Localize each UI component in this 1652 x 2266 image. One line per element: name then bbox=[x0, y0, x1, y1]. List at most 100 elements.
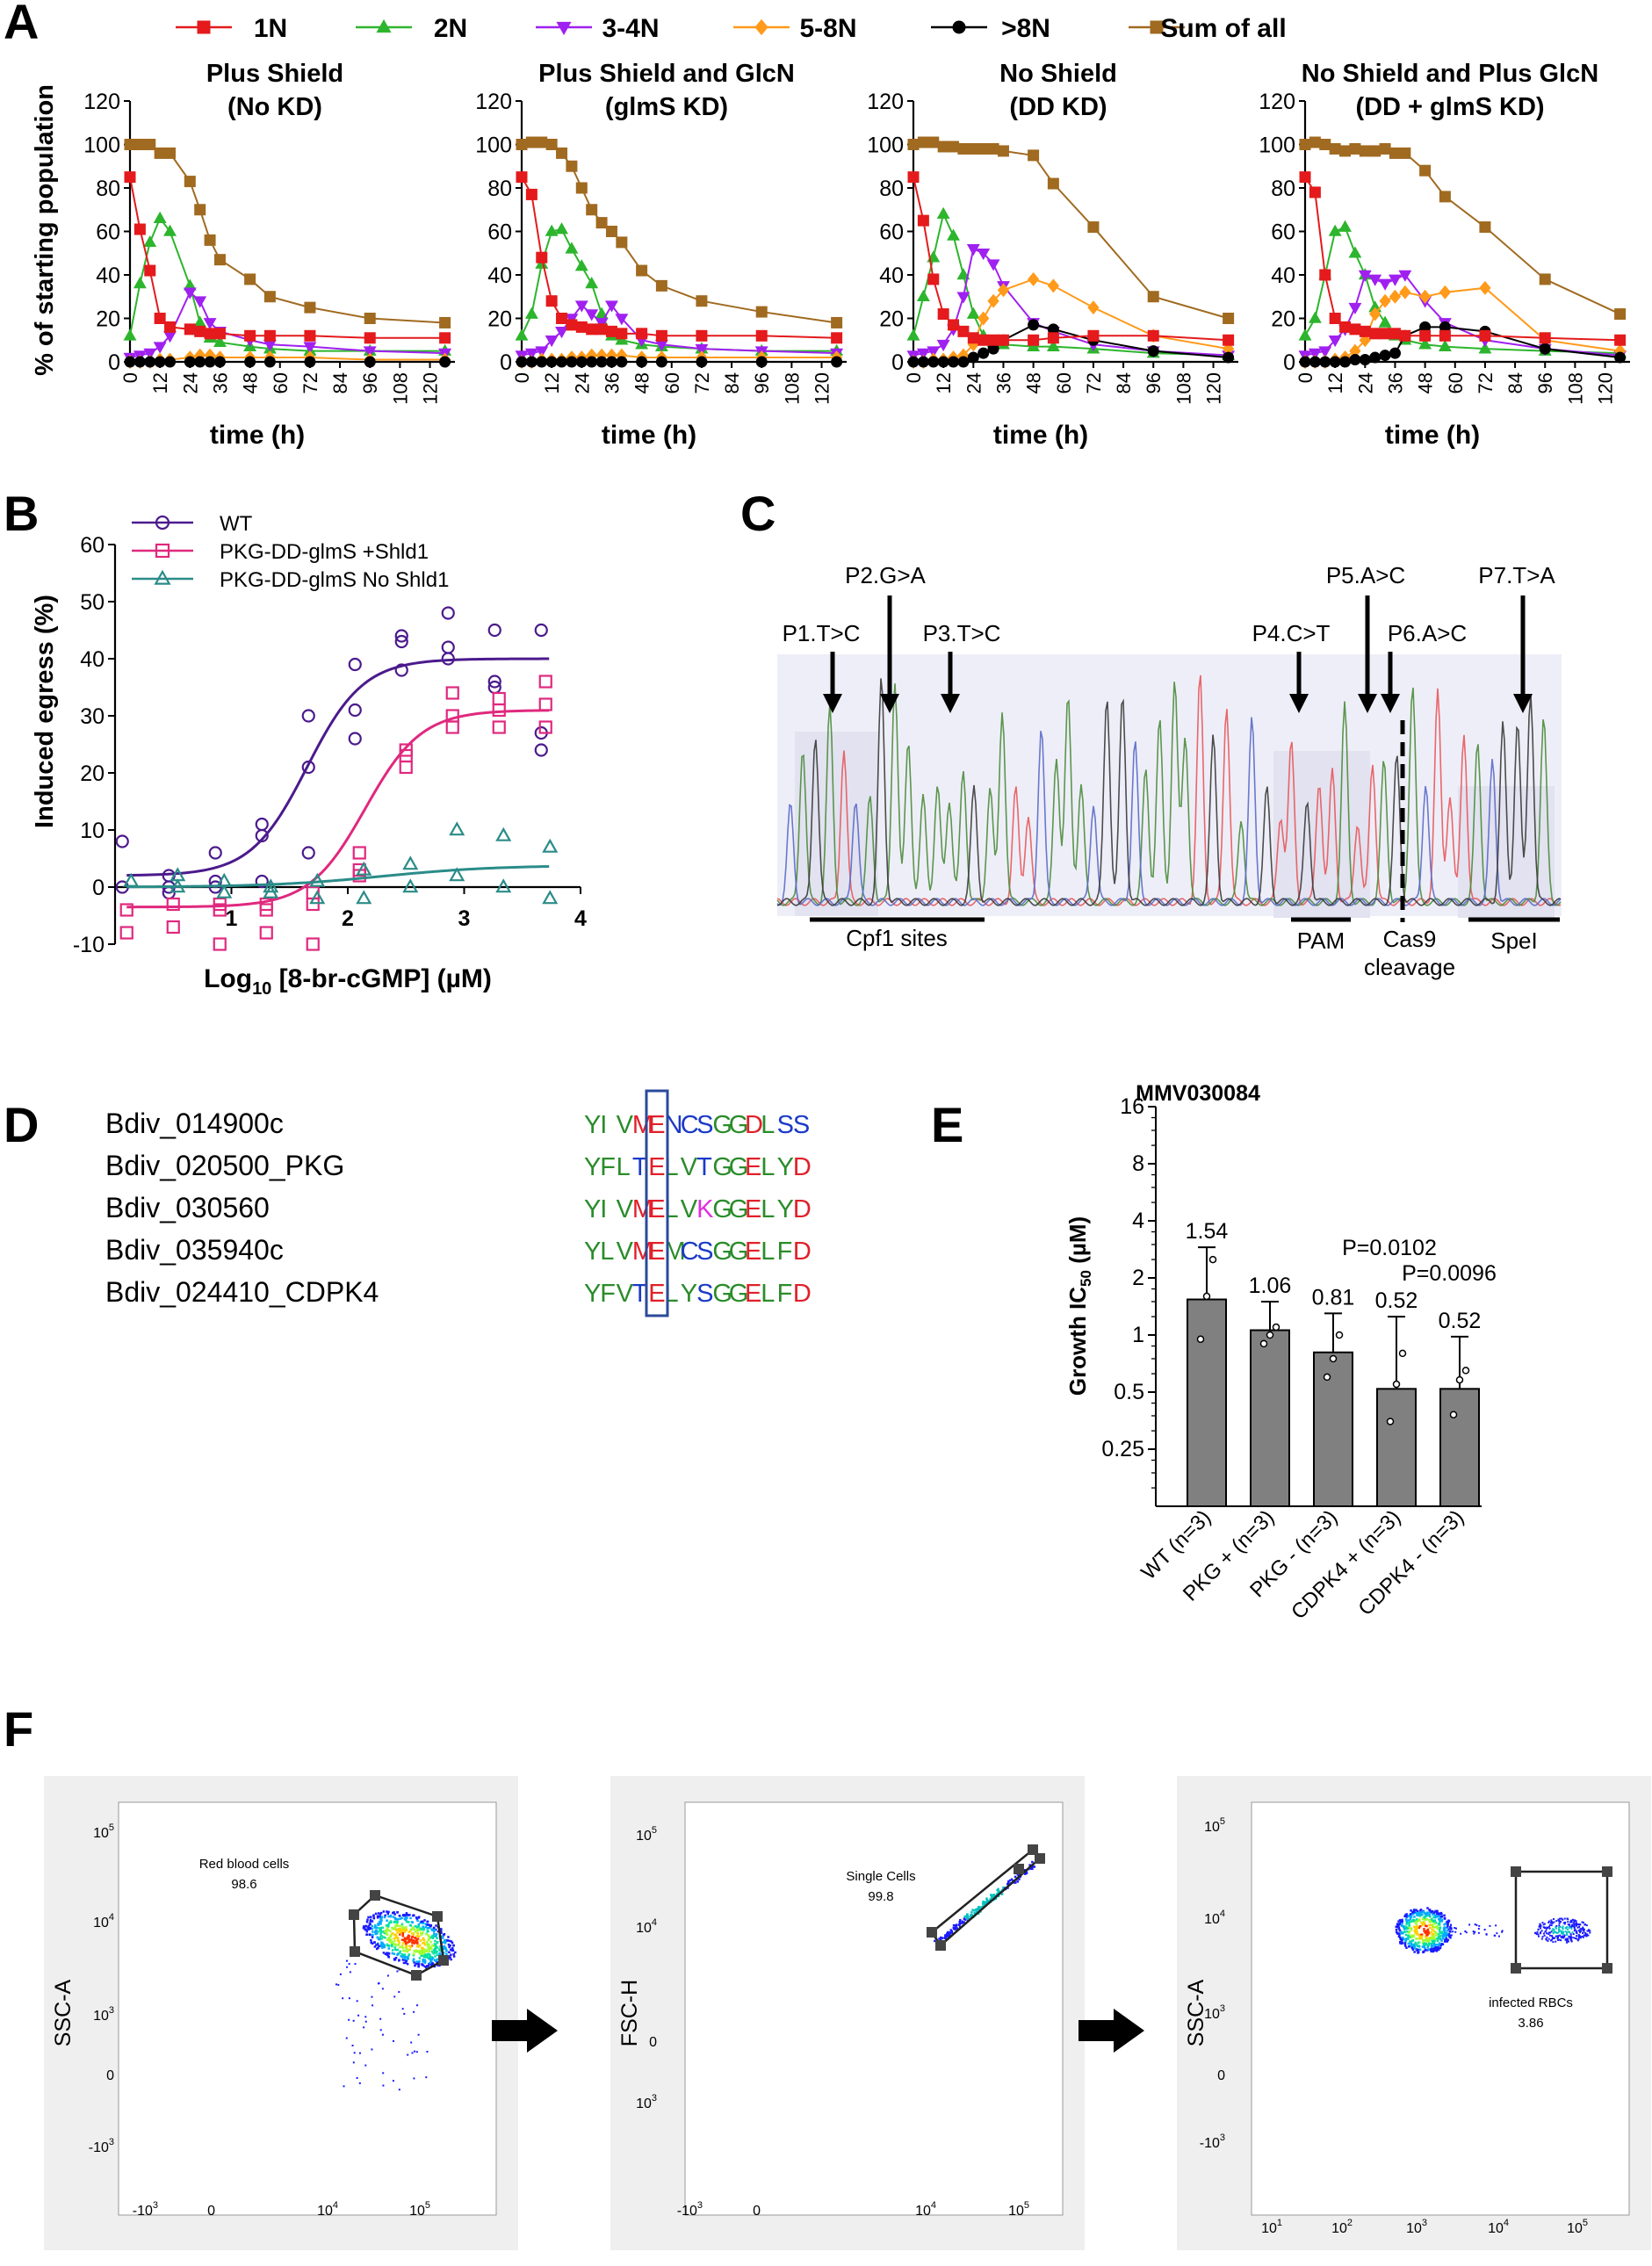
decade-exp: 3 bbox=[109, 2137, 114, 2147]
event-dot bbox=[443, 1932, 446, 1936]
axis-decade-label: 0 bbox=[106, 2068, 114, 2083]
event-dot bbox=[422, 1960, 424, 1963]
event-dot bbox=[425, 1950, 429, 1952]
residue: G bbox=[729, 1111, 749, 1139]
event-dot bbox=[1541, 1922, 1544, 1924]
event-dot bbox=[400, 1938, 404, 1941]
event-dot bbox=[1551, 1935, 1554, 1938]
event-dot bbox=[426, 1923, 429, 1926]
event-dot bbox=[1562, 1935, 1564, 1938]
event-dot bbox=[429, 1936, 433, 1939]
event-dot bbox=[364, 2020, 367, 2023]
series-line-5 bbox=[130, 143, 445, 324]
event-dot bbox=[345, 1959, 348, 1962]
residue: L bbox=[761, 1153, 775, 1181]
residue: L bbox=[600, 1238, 614, 1266]
event-dot bbox=[371, 1995, 373, 1998]
event-dot bbox=[423, 1959, 426, 1961]
event-dot bbox=[371, 1920, 374, 1923]
site-bar-label: Cpf1 sites bbox=[846, 925, 948, 951]
event-dot bbox=[1420, 1935, 1424, 1938]
event-dot bbox=[1460, 1932, 1462, 1935]
event-dot bbox=[1432, 1947, 1434, 1951]
data-point bbox=[696, 356, 708, 368]
data-point bbox=[394, 629, 408, 643]
data-point bbox=[1047, 177, 1059, 190]
bar-3 bbox=[1376, 1388, 1417, 1507]
event-dot bbox=[1418, 1925, 1422, 1928]
data-point bbox=[986, 259, 1000, 271]
event-dot bbox=[379, 1922, 382, 1924]
site-bar-label: PAM bbox=[1297, 927, 1345, 954]
data-point bbox=[263, 291, 276, 303]
event-dot bbox=[450, 1953, 452, 1957]
event-dot bbox=[425, 2076, 428, 2079]
event-dot bbox=[1540, 1938, 1543, 1940]
event-dot bbox=[1395, 1928, 1398, 1931]
event-dot bbox=[417, 1944, 420, 1947]
event-dot bbox=[423, 1961, 427, 1964]
event-dot bbox=[428, 1937, 431, 1940]
data-point bbox=[755, 356, 768, 368]
event-dot bbox=[1421, 1941, 1425, 1945]
mutation-arrow-0: P1.T>C bbox=[783, 620, 860, 713]
data-point bbox=[556, 313, 568, 324]
event-dot bbox=[1432, 1911, 1436, 1914]
event-dot bbox=[377, 1946, 379, 1950]
event-dot bbox=[1424, 1918, 1427, 1922]
event-dot bbox=[1417, 1941, 1420, 1945]
event-dot bbox=[1411, 1918, 1415, 1922]
event-dot bbox=[1560, 1917, 1562, 1920]
event-dot bbox=[1418, 1915, 1422, 1917]
event-dot bbox=[379, 2029, 382, 2031]
gate-handle bbox=[1602, 1963, 1612, 1974]
event-dot bbox=[1541, 1936, 1544, 1938]
event-dot bbox=[1418, 1948, 1422, 1952]
event-dot bbox=[977, 1905, 980, 1909]
event-dot bbox=[386, 1925, 390, 1928]
event-dot bbox=[1572, 1922, 1575, 1924]
residue: D bbox=[793, 1153, 812, 1181]
axis-decade-label: 103 bbox=[1204, 2003, 1225, 2022]
event-dot bbox=[396, 1920, 399, 1923]
x-tick-label: 0 bbox=[119, 372, 141, 383]
axis-decade-label: 105 bbox=[93, 1822, 114, 1841]
data-point bbox=[184, 356, 196, 368]
event-dot bbox=[975, 1909, 978, 1912]
event-dot bbox=[1449, 1928, 1453, 1930]
event-dot bbox=[1563, 1934, 1566, 1937]
event-dot bbox=[386, 1938, 389, 1941]
decade-exp: 4 bbox=[931, 2200, 936, 2211]
event-dot bbox=[408, 1920, 410, 1923]
fit-curve-1 bbox=[126, 709, 550, 909]
event-dot bbox=[412, 1939, 415, 1942]
event-dot bbox=[938, 1938, 941, 1940]
event-dot bbox=[1400, 1938, 1403, 1941]
event-dot bbox=[1571, 1924, 1574, 1927]
mutation-arrow-5: P6.A>C bbox=[1381, 620, 1467, 713]
gate-name: Red blood cells bbox=[199, 1857, 290, 1872]
data-point bbox=[1614, 308, 1627, 321]
event-dot bbox=[431, 1937, 435, 1939]
event-dot bbox=[1586, 1930, 1589, 1932]
event-dot bbox=[1404, 1914, 1407, 1916]
panel-letter-a: A bbox=[4, 0, 39, 49]
panel-a-legend: 1N 2N 3-4N 5-8N >8N Sum of all bbox=[176, 14, 1287, 43]
x-tick-label: 48 bbox=[240, 372, 262, 393]
data-point bbox=[364, 356, 376, 368]
data-point bbox=[534, 623, 548, 638]
event-dot bbox=[1443, 1929, 1446, 1931]
event-dot bbox=[1582, 1926, 1584, 1929]
event-dot bbox=[422, 1931, 424, 1934]
event-dot bbox=[1442, 1937, 1445, 1940]
axis-decade-label: 101 bbox=[1261, 2218, 1282, 2236]
event-dot bbox=[977, 1907, 981, 1910]
data-point bbox=[574, 300, 588, 313]
data-point bbox=[1047, 278, 1060, 293]
event-dot bbox=[426, 1941, 429, 1944]
event-dot bbox=[1418, 1926, 1421, 1930]
x-tick-label: 0 bbox=[1295, 372, 1317, 383]
panel-e-ylabel-sub: 50 bbox=[1078, 1270, 1094, 1287]
event-dot bbox=[1433, 1945, 1437, 1948]
event-dot bbox=[374, 1932, 378, 1936]
